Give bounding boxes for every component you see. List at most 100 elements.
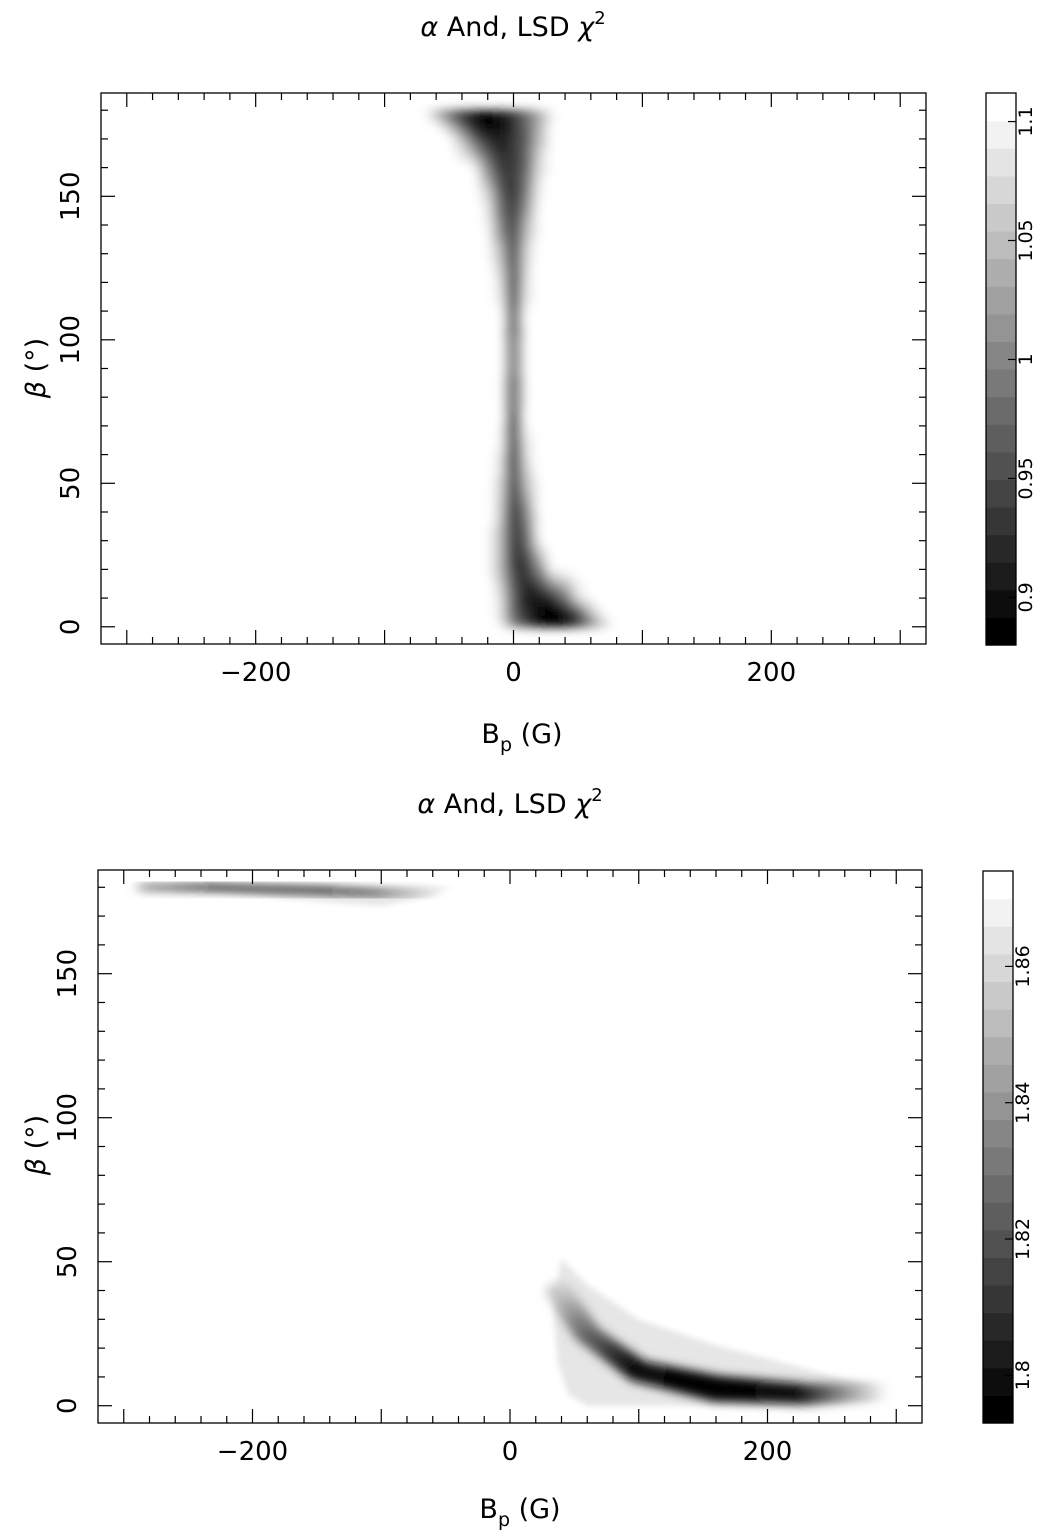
- heatmap-cell: [513, 303, 520, 312]
- heatmap-cell: [498, 275, 504, 283]
- heatmap-cell: [539, 146, 545, 154]
- heatmap-cell: [513, 590, 520, 599]
- heatmap-cell: [523, 282, 530, 291]
- xlabel-main: B: [481, 719, 500, 750]
- heatmap-cell: [487, 160, 494, 169]
- panel-2-ylabel: β (°): [21, 1115, 52, 1176]
- y-tick-label: 50: [56, 467, 86, 500]
- heatmap-cell: [503, 117, 509, 126]
- heatmap-cell: [539, 547, 545, 556]
- heatmap-cell: [518, 239, 525, 248]
- heatmap-cell: [534, 447, 540, 456]
- colorbar-tick-label: 1.86: [1012, 945, 1034, 987]
- colorbar-band: [986, 258, 1016, 287]
- heatmap-cell: [477, 160, 484, 169]
- heatmap-cell: [523, 268, 530, 276]
- heatmap-cell: [498, 303, 504, 312]
- heatmap-cell: [528, 490, 535, 499]
- heatmap-cell: [492, 440, 499, 448]
- heatmap-cell: [492, 425, 499, 434]
- heatmap-cell: [528, 124, 535, 133]
- heatmap-cell: [492, 196, 499, 204]
- heatmap-cell: [575, 605, 582, 613]
- heatmap-cell: [518, 203, 525, 212]
- heatmap-cell: [518, 210, 525, 219]
- heatmap-cell: [518, 447, 525, 456]
- heatmap-cell: [549, 576, 556, 585]
- heatmap-cell: [477, 110, 484, 118]
- heatmap-cell: [477, 124, 484, 133]
- heatmap-cell: [518, 555, 525, 563]
- heatmap-cell: [523, 174, 530, 183]
- heatmap-cell: [518, 160, 525, 169]
- heatmap-cell: [503, 303, 509, 312]
- panel-1-colorbar: 0.9 0.95 1 1.05 1.1: [985, 92, 1037, 646]
- heatmap-cell: [570, 598, 576, 606]
- heatmap-cell: [487, 239, 494, 248]
- heatmap-cell: [482, 146, 489, 154]
- panel-2-title: α And, LSD χ2: [417, 785, 602, 820]
- heatmap-cell: [565, 619, 571, 628]
- heatmap-cell: [585, 612, 592, 621]
- heatmap-cell: [508, 110, 514, 118]
- heatmap-cell: [523, 181, 530, 190]
- heatmap-cell: [523, 497, 530, 506]
- heatmap-cell: [487, 210, 494, 219]
- heatmap-cell: [477, 189, 484, 197]
- heatmap-cell: [461, 160, 468, 169]
- heatmap-cell: [461, 110, 468, 118]
- heatmap-cell: [513, 239, 520, 248]
- heatmap-cell: [508, 282, 514, 291]
- heatmap-cell: [565, 590, 571, 599]
- heatmap-cell: [539, 138, 545, 147]
- heatmap-cell: [482, 110, 489, 118]
- heatmap-cell: [513, 181, 520, 190]
- heatmap-cell: [508, 390, 514, 398]
- heatmap-cell: [554, 605, 561, 613]
- heatmap-cell: [503, 110, 509, 118]
- heatmap-cell: [534, 110, 540, 118]
- heatmap-cell: [482, 174, 489, 183]
- heatmap-cell: [544, 117, 551, 126]
- heatmap-cell: [503, 461, 509, 470]
- colorbar-band: [986, 562, 1016, 591]
- heatmap-cell: [523, 296, 530, 305]
- heatmap-cell: [523, 612, 530, 621]
- heatmap-cell: [518, 418, 525, 427]
- heatmap-cell: [498, 619, 504, 628]
- heatmap-cell: [503, 246, 509, 255]
- heatmap-cell: [544, 167, 551, 176]
- panel-2-colorbar: 1.8 1.82 1.84 1.86: [982, 870, 1034, 1424]
- heatmap-cell: [513, 418, 520, 427]
- heatmap-cell: [492, 289, 499, 298]
- heatmap-cell: [523, 476, 530, 484]
- heatmap-cell: [518, 174, 525, 183]
- heatmap-cell: [513, 339, 520, 348]
- heatmap-cell: [528, 547, 535, 556]
- heatmap-cell: [451, 131, 458, 140]
- heatmap-cell: [503, 576, 509, 585]
- heatmap-cell: [492, 483, 499, 491]
- heatmap-cell: [492, 160, 499, 169]
- heatmap-cell: [544, 146, 551, 154]
- heatmap-cell: [503, 332, 509, 341]
- heatmap-cell: [492, 167, 499, 176]
- heatmap-cell: [528, 282, 535, 291]
- heatmap-cell: [492, 225, 499, 233]
- heatmap-cell: [508, 117, 514, 126]
- heatmap-cell: [482, 189, 489, 197]
- heatmap-cell: [518, 268, 525, 276]
- heatmap-cell: [508, 598, 514, 606]
- heatmap-cell: [508, 504, 514, 513]
- xlabel-unit: (G): [510, 1494, 561, 1525]
- heatmap-cell: [580, 583, 587, 592]
- heatmap-cell: [492, 296, 499, 305]
- heatmap-cell: [513, 275, 520, 283]
- panel-1-heatmap-cells: [415, 110, 618, 628]
- heatmap-cell: [513, 361, 520, 369]
- heatmap-cell: [518, 253, 525, 262]
- heatmap-cell: [498, 153, 504, 161]
- heatmap-cell: [487, 576, 494, 585]
- colorbar-band: [986, 93, 1016, 122]
- heatmap-cell: [487, 519, 494, 527]
